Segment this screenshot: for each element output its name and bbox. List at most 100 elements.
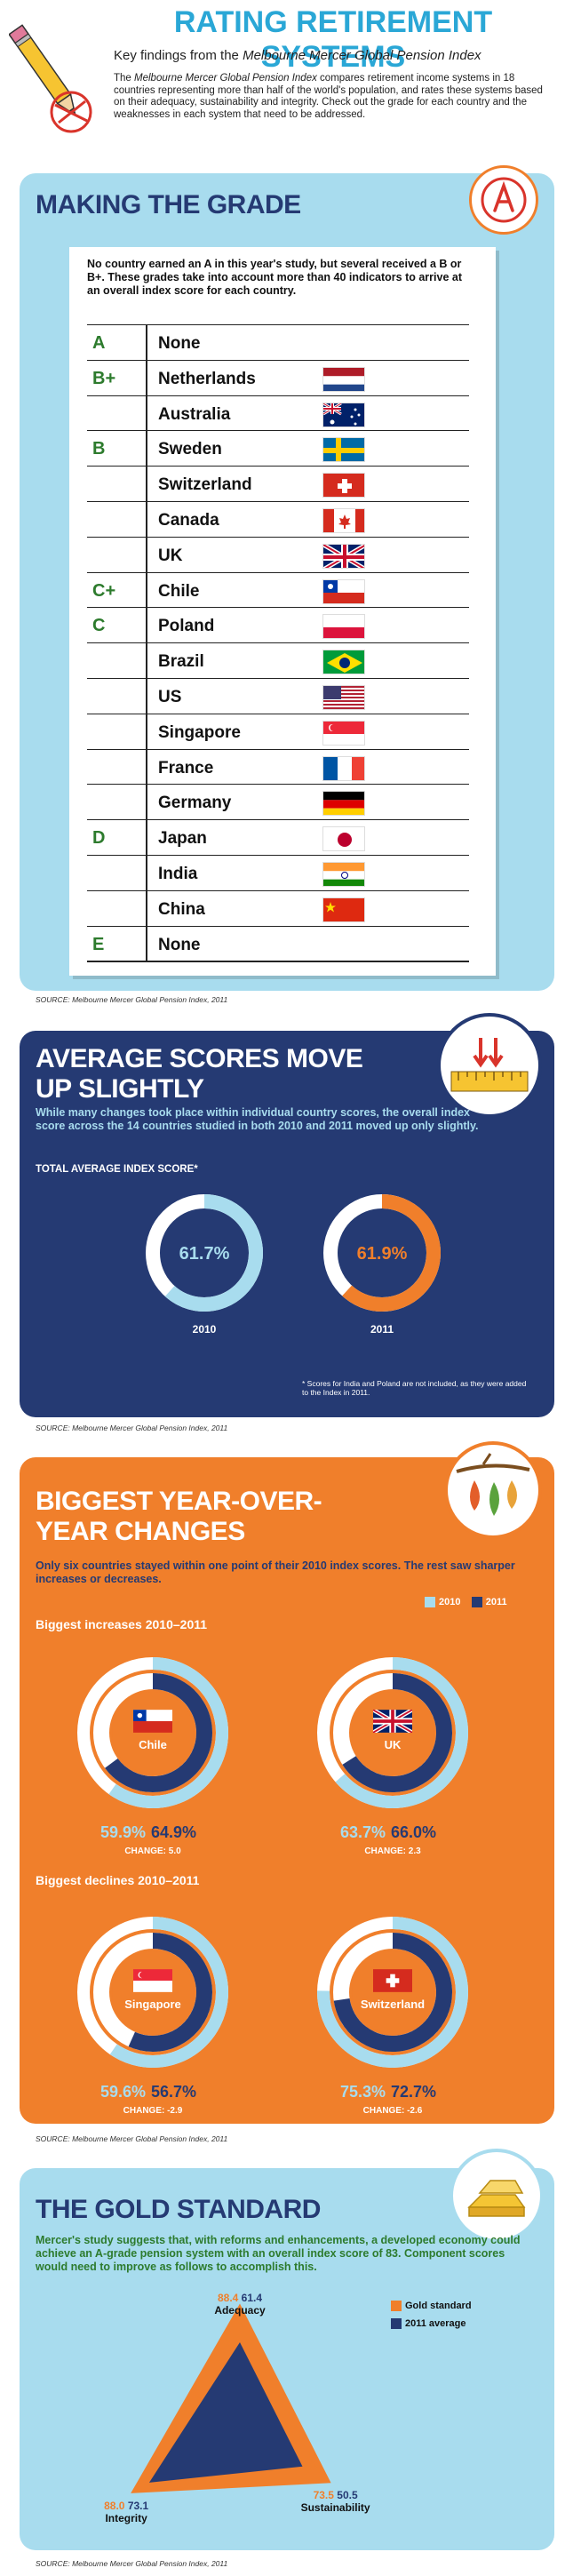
sg-flag-icon — [133, 1969, 172, 1992]
legend-swatch-average — [391, 2318, 402, 2330]
cl-flag-icon — [133, 1710, 172, 1733]
grade-letter: D — [92, 828, 106, 849]
country-name: Netherlands — [158, 369, 256, 388]
grade-a-badge-icon — [469, 165, 538, 235]
grade-row: Singapore — [87, 713, 469, 749]
grade-row: US — [87, 678, 469, 714]
us-flag-icon — [322, 685, 365, 710]
donut-arc-2010 — [164, 1194, 263, 1312]
grade-column-divider — [146, 856, 147, 890]
legend-label-2011: 2011 — [485, 1597, 507, 1607]
legend-label-gold: Gold standard — [405, 2301, 472, 2311]
country-name: Sweden — [158, 440, 222, 459]
grade-row: B+ Netherlands — [87, 359, 469, 395]
sg-flag-icon — [322, 720, 365, 746]
grade-row: C Poland — [87, 607, 469, 643]
ruler-arrows-icon — [437, 1013, 542, 1118]
legend-label-average: 2011 average — [405, 2318, 466, 2329]
au-flag-icon — [322, 402, 365, 427]
axis-values-label: 88.0 73.1 — [104, 2500, 148, 2512]
grade-row: China — [87, 889, 469, 926]
grade-row: B Sweden — [87, 430, 469, 467]
source-note-grades: SOURCE: Melbourne Mercer Global Pension … — [36, 995, 228, 1004]
grade-column-divider — [146, 431, 147, 467]
grade-column-divider — [146, 643, 147, 678]
value-2011-label: 64.9% — [151, 1823, 196, 1841]
country-name: None — [158, 334, 201, 353]
country-name: Japan — [158, 829, 207, 849]
in-flag-icon — [322, 862, 365, 887]
grade-letter: B — [92, 439, 106, 459]
grade-row: France — [87, 748, 469, 785]
grade-sheet — [69, 247, 496, 976]
donut-center — [352, 1692, 434, 1774]
country-label: Singapore — [124, 1998, 181, 2011]
grade-column-divider — [146, 714, 147, 749]
falling-leaves-icon — [444, 1441, 542, 1539]
donut-value-label: 61.9% — [357, 1244, 408, 1264]
donut-year-label: 2011 — [370, 1323, 394, 1336]
country-name: France — [158, 758, 214, 778]
country-name: India — [158, 865, 198, 883]
average-footnote: * Scores for India and Poland are not in… — [302, 1379, 527, 1397]
uk-flag-icon — [322, 543, 365, 569]
grade-column-divider — [146, 537, 147, 572]
grade-letter: C — [92, 616, 106, 636]
grade-column-divider — [146, 890, 147, 926]
declines-label: Biggest declines 2010–2011 — [36, 1873, 200, 1887]
donut-2011-UK — [342, 1673, 452, 1792]
donut-2011-Singapore — [128, 1933, 212, 2052]
section-title-average: AVERAGE SCORES MOVE UP SLIGHTLY — [36, 1044, 363, 1104]
grade-column-divider — [146, 785, 147, 820]
change-label: CHANGE: 5.0 — [124, 1846, 181, 1856]
grade-letter: E — [92, 934, 105, 954]
average-intro: While many changes took place within ind… — [36, 1106, 479, 1132]
gold-bars-icon — [450, 2149, 544, 2243]
grade-row: UK — [87, 536, 469, 572]
gold-legend: Gold standard 2011 average — [391, 2297, 472, 2333]
donut-2010-Singapore — [109, 1917, 228, 2068]
axis-values-label: 88.4 61.4 — [218, 2292, 262, 2304]
axis-category-label: Integrity — [105, 2512, 147, 2524]
grade-column-divider — [146, 502, 147, 537]
grade-row: C+ Chile — [87, 571, 469, 608]
pencil-compass-icon — [9, 24, 92, 133]
grade-column-divider — [146, 679, 147, 714]
ch-flag-icon — [322, 473, 365, 498]
country-name: Germany — [158, 794, 232, 813]
section-title-grades: MAKING THE GRADE — [36, 190, 301, 219]
source-note-average: SOURCE: Melbourne Mercer Global Pension … — [36, 1424, 228, 1432]
grade-row: Australia — [87, 395, 469, 431]
legend-swatch-gold — [391, 2301, 402, 2312]
country-label: Chile — [139, 1738, 167, 1751]
country-label: Switzerland — [361, 1998, 425, 2011]
value-2010-label: 63.7% — [340, 1823, 386, 1841]
grade-column-divider — [146, 926, 147, 961]
se-flag-icon — [322, 437, 365, 463]
axis-category-label: Sustainability — [301, 2501, 370, 2514]
grade-column-divider — [146, 395, 147, 431]
source-note-changes: SOURCE: Melbourne Mercer Global Pension … — [36, 2134, 228, 2143]
increases-label: Biggest increases 2010–2011 — [36, 1617, 208, 1631]
legend-label-2010: 2010 — [439, 1597, 461, 1607]
donut-2010-Switzerland — [317, 1917, 468, 2068]
biggest-changes-donut-charts: Chile 59.9% 64.9% CHANGE: 5.0 UK 63.7% 66.0% CH… — [77, 1657, 468, 2116]
grade-column-divider — [146, 608, 147, 643]
grade-column-divider — [146, 572, 147, 608]
change-label: CHANGE: -2.9 — [123, 2106, 183, 2116]
donut-center — [112, 1692, 194, 1774]
country-name: Switzerland — [158, 475, 252, 495]
grades-intro: No country earned an A in this year's st… — [87, 258, 463, 297]
value-2010-label: 59.6% — [100, 2083, 146, 2101]
page-title: RATING RETIREMENT SYSTEMS — [173, 5, 493, 74]
value-2011-label: 56.7% — [151, 2083, 196, 2101]
country-name: China — [158, 899, 205, 919]
legend-swatch-2010 — [425, 1597, 435, 1608]
page-subtitle: Key findings from the Melbourne Mercer G… — [114, 48, 481, 63]
ca-flag-icon — [322, 508, 365, 533]
grade-letter: A — [92, 333, 106, 353]
uk-flag-icon — [373, 1710, 412, 1733]
grade-row: E None — [87, 925, 469, 961]
value-2011-label: 66.0% — [391, 1823, 436, 1841]
